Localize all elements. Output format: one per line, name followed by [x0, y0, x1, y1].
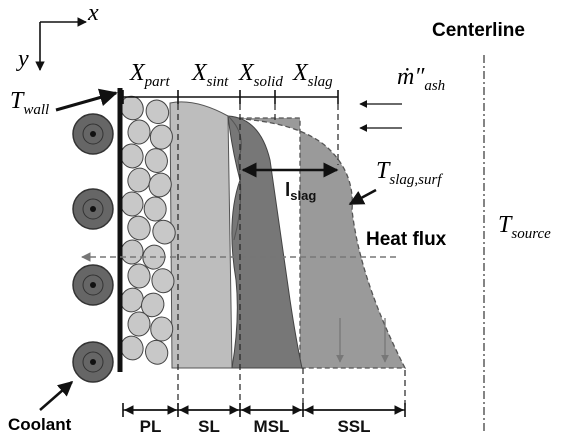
- subscript: solid: [254, 74, 284, 90]
- x-sint-label: Xsint: [191, 60, 229, 90]
- particle: [127, 119, 151, 145]
- bottom-dimension: PL SL MSL SSL: [122, 403, 406, 435]
- symbol: X: [292, 60, 309, 86]
- centerline-label: Centerline: [432, 20, 525, 41]
- t-slag-surf-arrow: [348, 188, 377, 206]
- subscript: sint: [207, 74, 230, 90]
- symbol: T: [498, 212, 513, 238]
- particle: [143, 196, 167, 222]
- top-ticks: [122, 90, 339, 104]
- ash-flux-label: ṁ″ash: [397, 64, 445, 94]
- symbol: X: [129, 60, 146, 86]
- symbol: l: [285, 180, 290, 201]
- coolant-label: Coolant: [8, 415, 72, 434]
- coolant-tube-inner: [82, 123, 104, 145]
- sl-boundary: [227, 115, 242, 241]
- subscript: wall: [23, 102, 49, 118]
- coolant-tube-inner: [82, 198, 104, 220]
- subscript: ash: [424, 78, 445, 94]
- particle: [120, 191, 144, 217]
- coolant-arrow: [39, 381, 74, 411]
- coolant-tube-inner: [82, 274, 104, 296]
- particle-layer: [120, 95, 176, 365]
- particle: [150, 316, 174, 342]
- coolant-tube-center: [90, 359, 96, 365]
- subscript: source: [511, 226, 551, 242]
- symbol: X: [238, 60, 255, 86]
- y-axis-label: y: [16, 46, 29, 72]
- coolant-tube-center: [90, 131, 96, 137]
- particle: [145, 99, 170, 125]
- subscript: part: [144, 74, 171, 90]
- particle: [127, 215, 151, 241]
- symbol: T: [10, 88, 25, 114]
- x-axis-label: x: [87, 0, 99, 26]
- symbol: T: [376, 158, 391, 184]
- symbol: ṁ″: [397, 64, 425, 90]
- particle: [120, 239, 144, 265]
- x-slag-label: Xslag: [292, 60, 333, 90]
- particle: [152, 219, 176, 245]
- particle: [145, 339, 169, 365]
- t-wall-label: Twall: [10, 88, 49, 118]
- subscript: slag,surf: [389, 172, 443, 188]
- particle: [144, 148, 168, 173]
- layer-boundaries: [177, 104, 406, 405]
- particle: [151, 268, 175, 294]
- subscript: slag: [290, 188, 316, 203]
- layer-label: MSL: [254, 417, 290, 435]
- coolant-tube-center: [90, 206, 96, 212]
- sl-layer: [169, 101, 233, 369]
- t-source-label: Tsource: [498, 212, 551, 242]
- symbol: X: [191, 60, 208, 86]
- particle: [127, 311, 151, 337]
- layer-label: SL: [198, 417, 220, 435]
- x-solid-label: Xsolid: [238, 60, 283, 90]
- x-part-label: Xpart: [129, 60, 171, 90]
- heat-flux-label: Heat flux: [366, 229, 447, 250]
- slag-thickness-label: lslag: [285, 180, 316, 203]
- particle: [148, 172, 172, 198]
- particle: [127, 263, 151, 289]
- coolant-tubes: [72, 113, 114, 383]
- t-wall-arrow: [55, 88, 118, 112]
- coolant-tube-center: [90, 282, 96, 288]
- coolant-tube-inner: [82, 351, 104, 373]
- t-slag-surf-label: Tslag,surf: [376, 158, 443, 188]
- layer-label: SSL: [337, 417, 370, 435]
- subscript: slag: [308, 74, 334, 90]
- msl-layer: [227, 115, 303, 369]
- ssl-layer: [221, 117, 407, 369]
- layer-label: PL: [140, 417, 162, 435]
